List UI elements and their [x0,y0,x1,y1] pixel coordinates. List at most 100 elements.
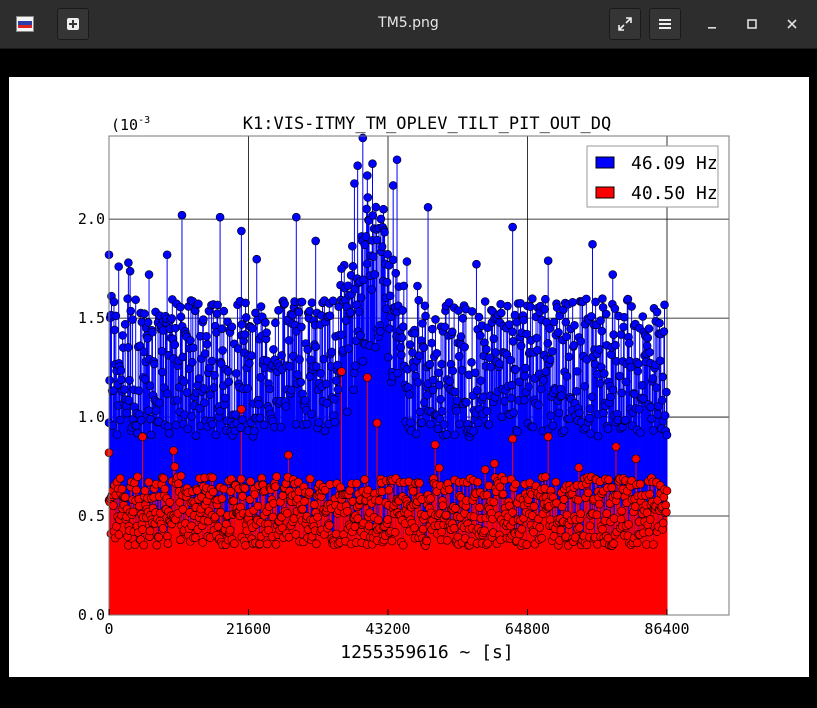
series-40-50-point [434,463,444,473]
series-46-09-point [143,318,153,327]
series-46-09-point [231,410,240,419]
series-40-50-point [363,373,372,382]
fullscreen-button[interactable] [609,8,641,40]
series-40-50-point [631,454,641,464]
series-46-09-point [356,293,366,302]
series-40-50-point [133,472,142,482]
series-46-09-point [609,330,618,339]
series-46-09-point [353,161,362,170]
series-40-50-point [165,497,175,507]
series-40-50-point [372,418,382,428]
series-46-09-point [312,362,321,371]
series-46-09-point [359,275,368,285]
menu-button[interactable] [649,8,681,40]
series-46-09-point [199,315,208,324]
series-46-09-point [383,249,392,259]
minimize-button[interactable] [700,12,724,36]
series-46-09-point [534,400,543,410]
series-46-09-point [634,359,643,369]
series-46-09-point [480,297,490,306]
series-46-09-point [593,431,603,441]
series-40-50-point [415,478,424,488]
series-46-09-point [403,383,413,392]
series-46-09-point [356,331,365,340]
series-40-50-point [210,512,220,522]
series-46-09-point [511,365,520,374]
series-40-50-point [320,485,330,495]
series-40-50-point [305,487,314,497]
series-46-09-point [585,404,595,413]
series-46-09-point [420,301,430,311]
series-46-09-point [396,343,406,352]
series-46-09-point [202,339,212,349]
series-46-09-point [123,294,132,304]
series-40-50-point [159,473,168,483]
series-40-50-point [473,477,482,487]
series-46-09-point [215,406,225,416]
series-40-50-point [609,539,618,548]
series-46-09-point [385,324,394,334]
series-46-09-point [447,327,457,337]
series-40-50-point [246,477,255,486]
series-46-09-point [128,315,137,324]
new-tab-button[interactable] [57,8,89,40]
series-46-09-point [541,294,550,304]
series-46-09-point [139,347,149,357]
maximize-button[interactable] [740,12,764,36]
series-46-09-point [281,402,291,411]
series-40-50-point [383,515,392,524]
series-46-09-point [426,419,435,429]
series-46-09-point [506,393,516,403]
series-46-09-point [256,302,266,311]
series-40-50-point [343,506,352,516]
series-46-09-point [117,375,126,384]
series-46-09-point [249,426,259,436]
series-46-09-point [105,376,114,385]
series-46-09-point [437,359,446,369]
series-46-09-point [436,394,445,404]
close-button[interactable] [780,12,804,36]
series-46-09-point [287,385,296,395]
series-46-09-point [526,302,535,312]
series-40-50-point [480,526,489,536]
series-46-09-point [144,270,154,279]
series-46-09-point [653,410,662,419]
series-40-50-point [595,499,604,509]
series-46-09-point [582,294,591,304]
series-46-09-point [516,341,526,351]
series-40-50-point [559,495,569,504]
y-tick-label: 0.0 [78,606,105,624]
series-46-09-point [237,320,247,329]
series-46-09-point [619,312,629,322]
series-40-50-point [241,540,250,550]
series-46-09-point [348,262,358,271]
series-46-09-point [124,258,133,267]
series-46-09-point [277,351,286,360]
series-46-09-point [606,350,616,359]
legend-label-46-09: 46.09 Hz [631,153,718,174]
series-46-09-point [432,348,442,358]
series-40-50-point [495,482,505,492]
series-46-09-point [194,299,203,309]
series-46-09-point [122,408,132,418]
series-46-09-point [636,428,645,438]
series-46-09-point [409,363,419,372]
series-46-09-point [521,363,530,373]
series-40-50-point [649,540,658,549]
series-40-50-point [331,529,341,539]
series-40-50-point [163,531,172,541]
series-40-50-point [644,527,654,537]
series-46-09-point [393,368,402,378]
series-40-50-point [139,540,149,550]
series-46-09-point [115,415,125,425]
series-46-09-point [236,423,245,432]
series-46-09-point [495,359,504,369]
series-46-09-point [176,312,186,322]
series-46-09-point [587,392,597,402]
series-46-09-point [274,305,283,315]
series-46-09-point [163,389,172,398]
series-46-09-point [423,390,432,400]
series-40-50-point [556,525,566,535]
series-46-09-point [321,379,331,389]
x-tick-label: 0 [104,620,113,638]
